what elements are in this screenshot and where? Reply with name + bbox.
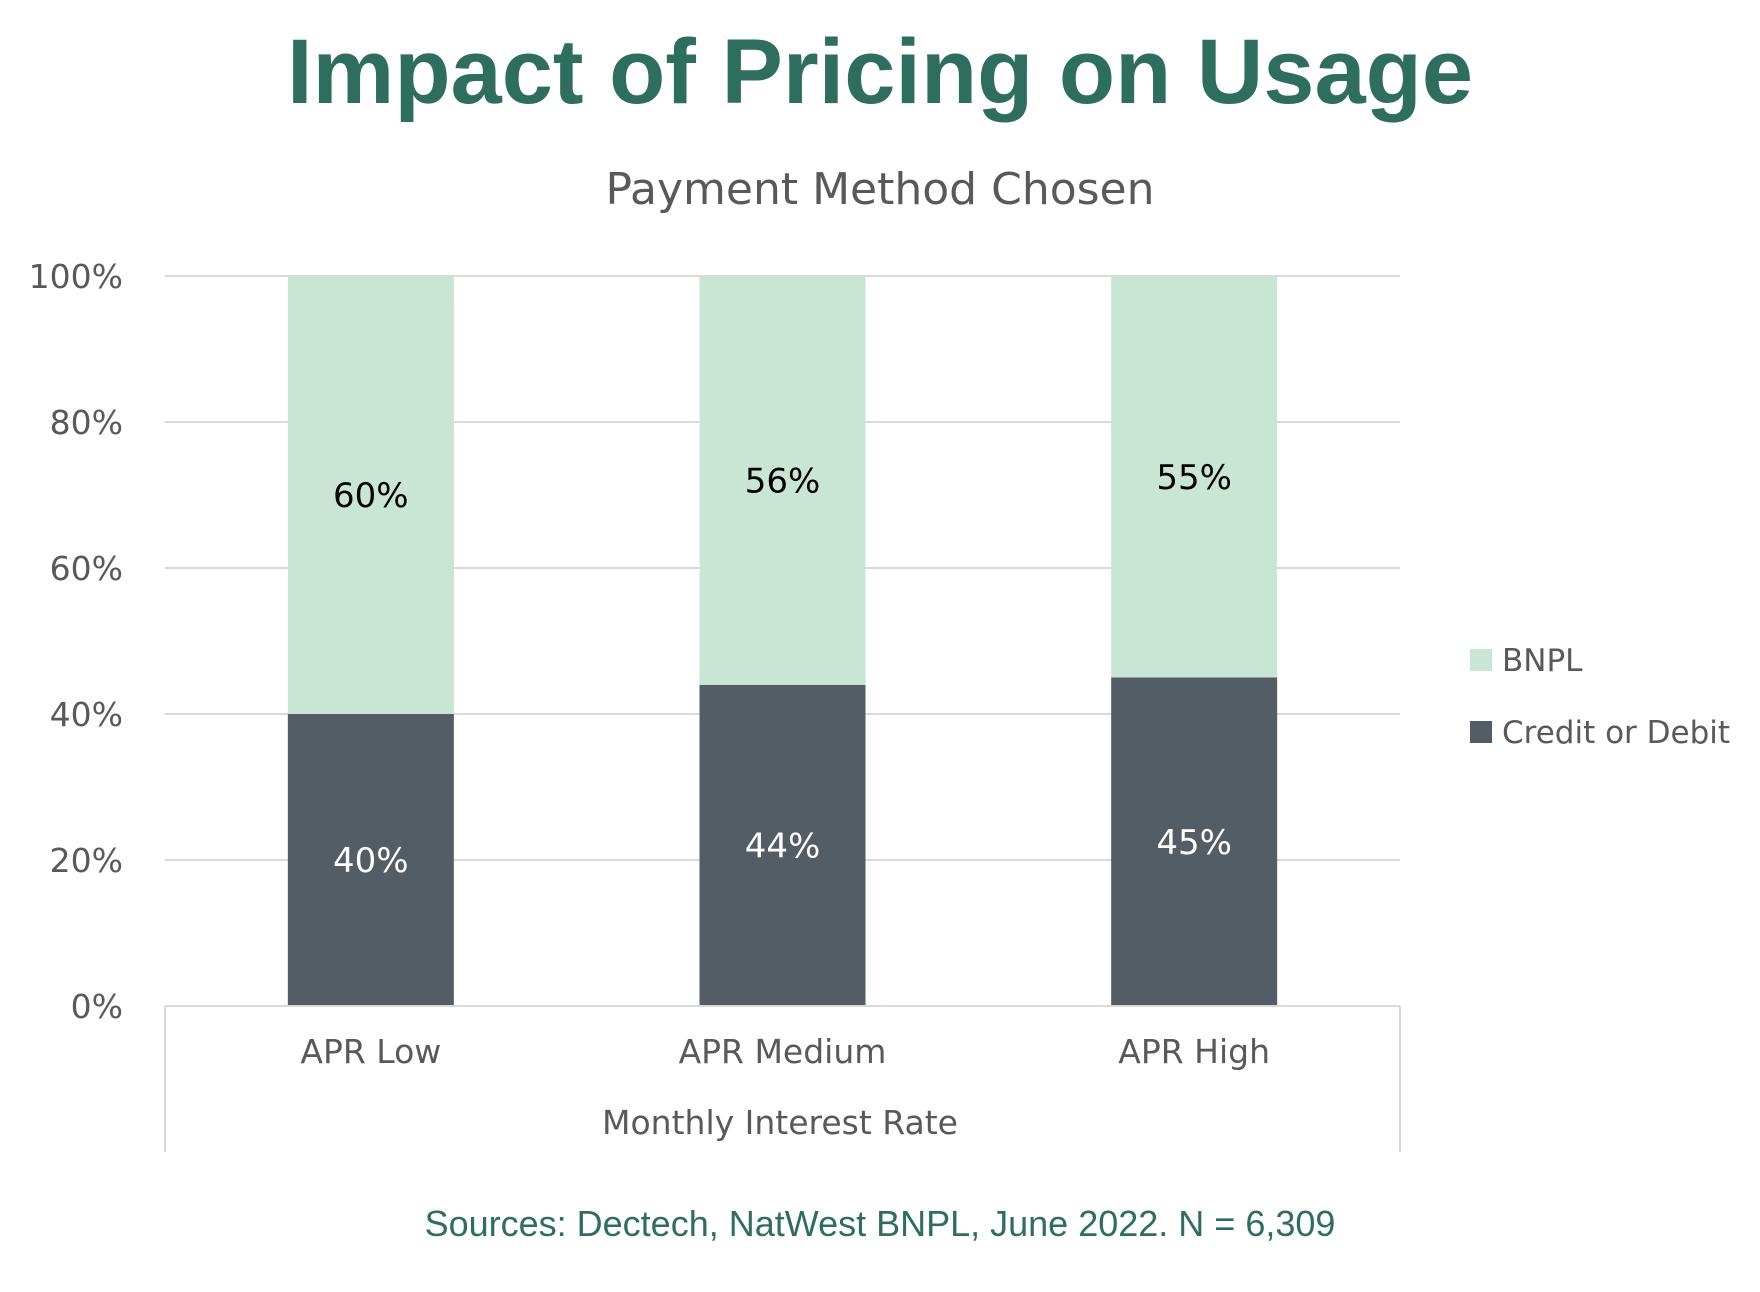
- legend-label-bnpl: BNPL: [1502, 643, 1583, 679]
- y-tick-label: 100%: [29, 257, 123, 296]
- bar-credit-or-debit: [1111, 677, 1278, 1006]
- x-axis: [164, 1005, 1401, 1152]
- legend-swatch-bnpl: [1470, 649, 1492, 671]
- y-axis-tick-labels: 0% 20% 40% 60% 80% 100%: [29, 257, 123, 1026]
- x-axis-tick-labels: APR Low APR Medium APR High: [300, 1032, 1270, 1071]
- bar-credit-or-debit: [699, 684, 866, 1006]
- bar-value-labels: 40% 60% 44% 56% 45% 55%: [333, 458, 1232, 881]
- bar-bnpl: [699, 276, 866, 685]
- data-label-bnpl: 56%: [745, 461, 821, 501]
- page-title: Impact of Pricing on Usage: [287, 21, 1473, 123]
- data-label-credit-or-debit: 44%: [745, 826, 821, 866]
- data-label-bnpl: 55%: [1156, 458, 1232, 498]
- data-label-bnpl: 60%: [333, 476, 409, 516]
- y-tick-label: 40%: [50, 695, 123, 734]
- y-tick-label: 20%: [50, 841, 123, 880]
- data-label-credit-or-debit: 40%: [333, 841, 409, 881]
- bar-bnpl: [287, 276, 454, 714]
- x-tick-label: APR Medium: [679, 1032, 887, 1071]
- x-axis-title: Monthly Interest Rate: [602, 1103, 958, 1142]
- data-label-credit-or-debit: 45%: [1156, 823, 1232, 863]
- legend-swatch-credit-or-debit: [1470, 721, 1492, 743]
- bars: [287, 276, 1278, 1006]
- y-tick-label: 60%: [50, 549, 123, 588]
- legend: BNPL Credit or Debit: [1470, 643, 1730, 751]
- bar-credit-or-debit: [287, 714, 454, 1006]
- x-tick-label: APR Low: [300, 1032, 441, 1071]
- y-tick-label: 80%: [50, 403, 123, 442]
- chart-title: Payment Method Chosen: [605, 164, 1154, 215]
- y-tick-label: 0%: [71, 987, 123, 1026]
- x-tick-label: APR High: [1118, 1032, 1270, 1071]
- bar-bnpl: [1111, 276, 1278, 678]
- legend-label-credit-or-debit: Credit or Debit: [1502, 715, 1730, 751]
- sources-note: Sources: Dectech, NatWest BNPL, June 202…: [424, 1203, 1336, 1244]
